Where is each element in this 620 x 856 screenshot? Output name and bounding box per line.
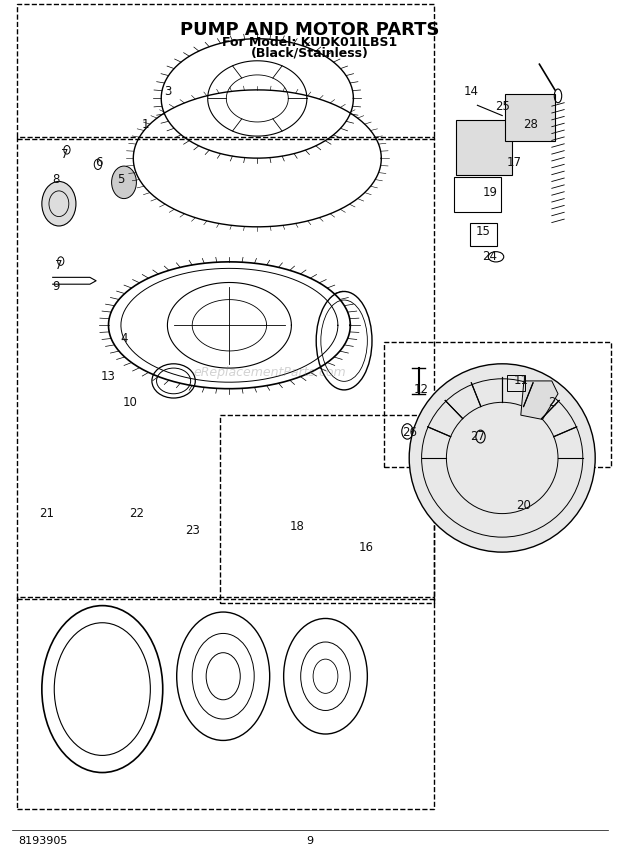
Text: 7: 7 <box>61 147 69 161</box>
Text: 20: 20 <box>516 498 531 512</box>
Text: 10: 10 <box>123 395 138 409</box>
Text: 18: 18 <box>290 520 305 533</box>
Text: 11: 11 <box>513 374 528 388</box>
Text: 23: 23 <box>185 524 200 538</box>
Text: 6: 6 <box>95 156 103 169</box>
Text: For Model: KUDK01ILBS1: For Model: KUDK01ILBS1 <box>223 36 397 50</box>
Text: eReplacementParts.com: eReplacementParts.com <box>193 366 346 379</box>
Text: 8: 8 <box>52 173 60 187</box>
Text: 8193905: 8193905 <box>19 835 68 846</box>
Text: 15: 15 <box>476 224 491 238</box>
FancyBboxPatch shape <box>505 94 555 141</box>
Text: 9: 9 <box>52 280 60 294</box>
Text: 16: 16 <box>358 541 373 555</box>
Text: 4: 4 <box>120 331 128 345</box>
Text: 22: 22 <box>129 507 144 520</box>
FancyBboxPatch shape <box>456 120 512 175</box>
Text: 25: 25 <box>495 100 510 114</box>
Ellipse shape <box>112 166 136 199</box>
Text: 26: 26 <box>402 425 417 439</box>
Text: 19: 19 <box>482 186 497 199</box>
Text: 27: 27 <box>470 430 485 443</box>
Text: 14: 14 <box>464 85 479 98</box>
Text: 1: 1 <box>142 117 149 131</box>
Text: 3: 3 <box>164 85 171 98</box>
Text: 12: 12 <box>414 383 429 396</box>
Text: 13: 13 <box>101 370 116 383</box>
Text: 21: 21 <box>39 507 54 520</box>
Text: 24: 24 <box>482 250 497 264</box>
Text: (Black/Stainless): (Black/Stainless) <box>251 46 369 60</box>
Text: 5: 5 <box>117 173 125 187</box>
Polygon shape <box>521 381 558 419</box>
Text: PUMP AND MOTOR PARTS: PUMP AND MOTOR PARTS <box>180 21 440 39</box>
Text: 7: 7 <box>55 259 63 272</box>
Text: 2: 2 <box>548 395 556 409</box>
Ellipse shape <box>42 181 76 226</box>
Text: 17: 17 <box>507 156 522 169</box>
Ellipse shape <box>409 364 595 552</box>
Text: 28: 28 <box>523 117 538 131</box>
Text: 9: 9 <box>306 835 314 846</box>
